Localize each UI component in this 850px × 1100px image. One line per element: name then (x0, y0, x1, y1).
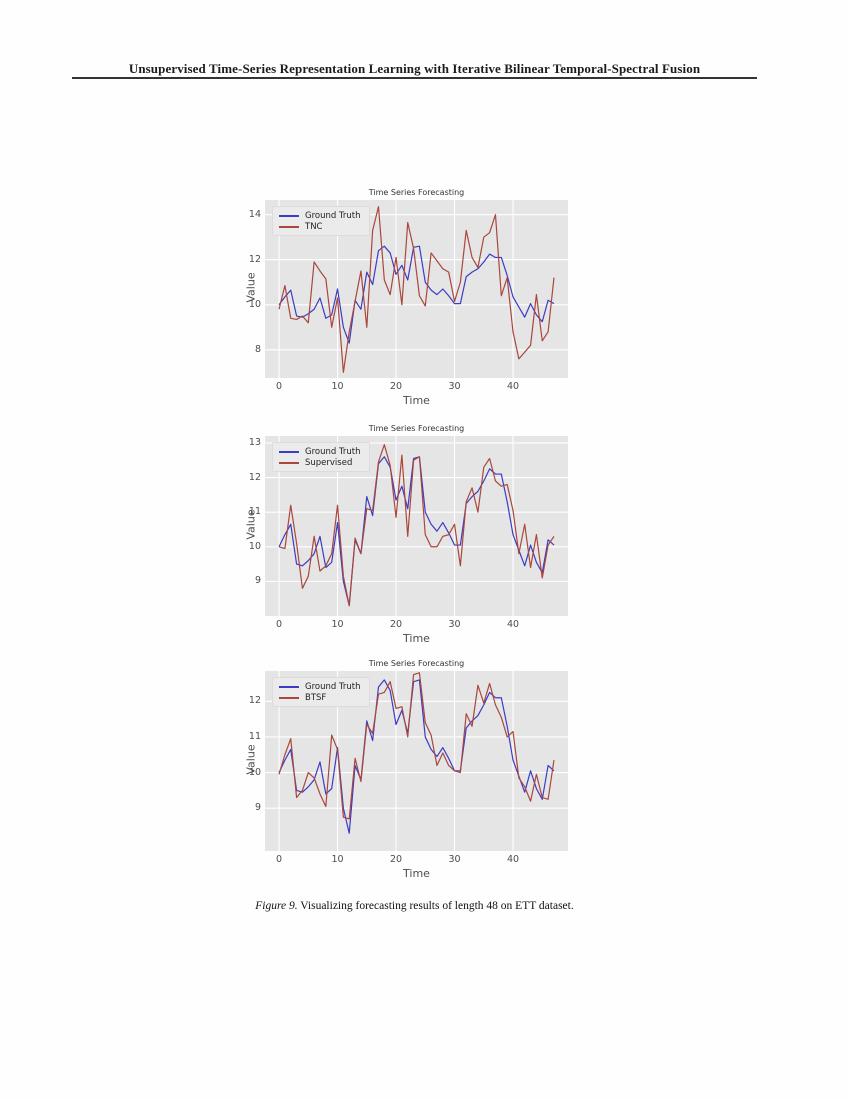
x-axis-label: Time (403, 632, 430, 645)
ground-truth-line-swatch (279, 685, 299, 688)
legend-entry-ground-truth: Ground Truth (279, 446, 361, 457)
x-tick-label: 30 (448, 381, 461, 392)
legend: Ground Truth BTSF (272, 677, 370, 707)
legend-entry-tnc: TNC (279, 221, 361, 232)
x-tick-label: 20 (389, 381, 403, 392)
figure-caption-label: Figure 9. (255, 900, 298, 912)
ground-truth-line-swatch (279, 450, 299, 453)
y-tick-label: 9 (254, 802, 261, 814)
x-axis-label: Time (403, 867, 430, 880)
y-tick-label: 11 (248, 506, 261, 518)
x-tick-label: 40 (506, 619, 520, 630)
chart-btsf: Time Series Forecasting Ground Truth BTS… (233, 657, 578, 885)
line-plot (265, 200, 568, 378)
plot-area: Ground Truth Supervised (265, 436, 568, 616)
x-tick-label: 40 (506, 854, 520, 865)
line-plot (265, 671, 568, 851)
chart-supervised: Time Series Forecasting Ground Truth Sup… (233, 422, 578, 650)
legend: Ground Truth Supervised (272, 442, 370, 472)
x-axis-label: Time (403, 394, 430, 407)
x-tick-label: 30 (448, 619, 461, 630)
x-tick-label: 0 (276, 854, 283, 865)
figure-caption-text: Visualizing forecasting results of lengt… (297, 900, 574, 912)
y-tick-label: 10 (248, 298, 261, 310)
y-tick-label: 11 (248, 730, 261, 742)
legend-entry-supervised: Supervised (279, 457, 361, 468)
legend-entry-btsf: BTSF (279, 692, 361, 703)
x-tick-label: 0 (276, 619, 283, 630)
x-tick-label: 0 (276, 381, 283, 392)
y-tick-label: 10 (248, 766, 261, 778)
x-tick-label: 20 (389, 619, 403, 630)
x-tick-label: 40 (506, 381, 520, 392)
y-tick-label: 14 (248, 208, 261, 220)
supervised-line-swatch (279, 461, 299, 464)
legend-label: Supervised (305, 457, 353, 468)
chart-title: Time Series Forecasting (368, 424, 465, 433)
legend: Ground Truth TNC (272, 206, 370, 236)
figure-caption: Figure 9. Visualizing forecasting result… (72, 900, 757, 912)
y-tick-label: 12 (248, 695, 261, 707)
legend-label: Ground Truth (305, 210, 361, 221)
header-rule (72, 77, 757, 79)
y-tick-label: 8 (254, 343, 261, 355)
x-tick-label: 10 (331, 381, 344, 392)
x-tick-label: 30 (448, 854, 461, 865)
x-tick-label: 10 (331, 854, 344, 865)
y-tick-label: 9 (254, 575, 261, 587)
chart-tnc: Time Series Forecasting Ground Truth TNC… (233, 186, 578, 414)
btsf-line-swatch (279, 696, 299, 699)
y-tick-label: 12 (248, 253, 261, 265)
x-tick-label: 20 (389, 854, 403, 865)
legend-entry-ground-truth: Ground Truth (279, 210, 361, 221)
plot-area: Ground Truth BTSF (265, 671, 568, 851)
legend-entry-ground-truth: Ground Truth (279, 681, 361, 692)
legend-label: TNC (305, 221, 323, 232)
legend-label: Ground Truth (305, 681, 361, 692)
plot-area: Ground Truth TNC (265, 200, 568, 378)
y-tick-label: 10 (248, 540, 261, 552)
legend-label: Ground Truth (305, 446, 361, 457)
paper-title: Unsupervised Time-Series Representation … (128, 61, 701, 76)
legend-label: BTSF (305, 692, 327, 703)
y-tick-label: 13 (248, 436, 261, 448)
x-tick-label: 10 (331, 619, 344, 630)
ground-truth-line-swatch (279, 214, 299, 217)
tnc-line-swatch (279, 225, 299, 228)
y-tick-label: 12 (248, 471, 261, 483)
chart-title: Time Series Forecasting (368, 659, 465, 668)
chart-title: Time Series Forecasting (368, 188, 465, 197)
